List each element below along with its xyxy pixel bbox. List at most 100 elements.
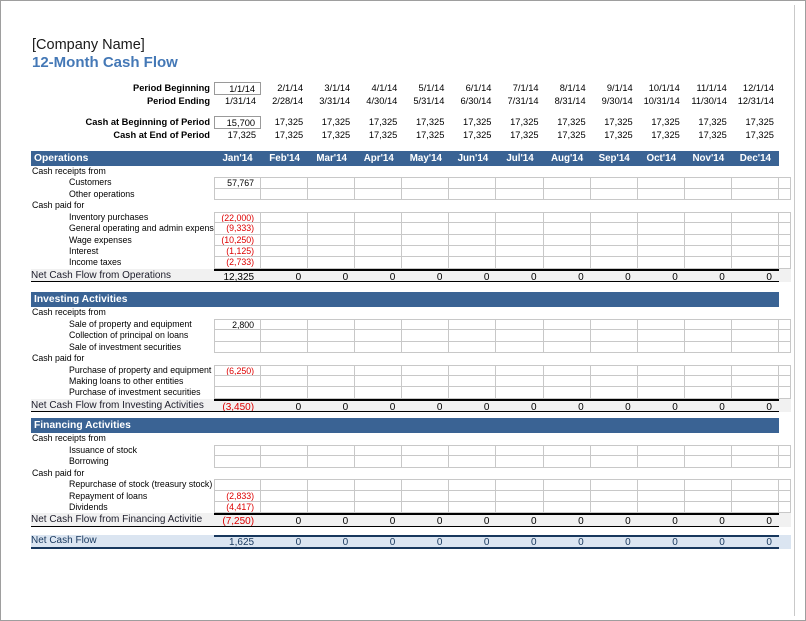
spreadsheet-cell[interactable]: 2,800 [214,318,262,331]
spreadsheet-cell[interactable] [731,375,779,388]
spreadsheet-cell[interactable] [731,257,779,269]
spreadsheet-cell[interactable] [590,341,638,354]
spreadsheet-cell[interactable] [637,330,685,342]
spreadsheet-cell[interactable] [449,375,497,388]
sliver-cell[interactable] [779,456,791,468]
spreadsheet-cell[interactable]: (10,250) [214,234,262,246]
spreadsheet-cell[interactable] [261,456,309,468]
spreadsheet-cell[interactable] [637,211,685,224]
spreadsheet-cell[interactable] [731,501,779,514]
spreadsheet-cell[interactable] [731,490,779,502]
spreadsheet-cell[interactable]: (2,833) [214,490,262,502]
spreadsheet-cell[interactable] [590,364,638,376]
spreadsheet-cell[interactable] [402,245,450,258]
spreadsheet-cell[interactable]: (9,333) [214,223,262,235]
spreadsheet-cell[interactable] [308,257,356,269]
spreadsheet-cell[interactable] [590,444,638,457]
spreadsheet-cell[interactable] [449,245,497,258]
spreadsheet-cell[interactable]: (2,733) [214,257,262,269]
spreadsheet-cell[interactable] [543,341,591,354]
spreadsheet-cell[interactable] [308,387,356,399]
spreadsheet-cell[interactable] [402,341,450,354]
sliver-cell[interactable] [779,364,791,376]
spreadsheet-cell[interactable]: (22,000) [214,211,262,224]
spreadsheet-cell[interactable] [496,330,544,342]
spreadsheet-cell[interactable] [496,318,544,331]
spreadsheet-cell[interactable] [261,223,309,235]
spreadsheet-cell[interactable] [261,177,309,189]
spreadsheet-cell[interactable] [684,245,732,258]
spreadsheet-cell[interactable] [496,490,544,502]
spreadsheet-cell[interactable] [261,188,309,201]
spreadsheet-cell[interactable] [637,444,685,457]
spreadsheet-cell[interactable] [543,211,591,224]
spreadsheet-cell[interactable] [684,375,732,388]
spreadsheet-cell[interactable] [637,188,685,201]
spreadsheet-cell[interactable] [590,501,638,514]
spreadsheet-cell[interactable] [543,223,591,235]
company-name[interactable]: [Company Name] [32,37,145,53]
spreadsheet-cell[interactable] [355,479,403,491]
spreadsheet-cell[interactable] [637,223,685,235]
spreadsheet-cell[interactable] [402,387,450,399]
spreadsheet-cell[interactable] [355,444,403,457]
sliver-cell[interactable] [779,479,791,491]
spreadsheet-cell[interactable] [308,223,356,235]
sliver-cell[interactable] [779,223,791,235]
spreadsheet-cell[interactable] [684,479,732,491]
spreadsheet-cell[interactable] [684,257,732,269]
spreadsheet-cell[interactable] [402,223,450,235]
spreadsheet-cell[interactable] [308,211,356,224]
spreadsheet-cell[interactable] [402,479,450,491]
spreadsheet-cell[interactable] [402,456,450,468]
spreadsheet-cell[interactable] [308,364,356,376]
spreadsheet-cell[interactable] [731,364,779,376]
spreadsheet-cell[interactable] [261,211,309,224]
spreadsheet-cell[interactable] [402,257,450,269]
spreadsheet-cell[interactable] [590,245,638,258]
spreadsheet-cell[interactable] [402,364,450,376]
spreadsheet-cell[interactable] [637,490,685,502]
spreadsheet-cell[interactable] [355,211,403,224]
spreadsheet-cell[interactable] [449,490,497,502]
spreadsheet-cell[interactable] [355,387,403,399]
spreadsheet-cell[interactable] [543,490,591,502]
spreadsheet-cell[interactable] [543,375,591,388]
input-cell[interactable]: 1/1/14 [214,82,262,95]
spreadsheet-cell[interactable] [543,177,591,189]
spreadsheet-cell[interactable] [543,234,591,246]
spreadsheet-cell[interactable] [637,375,685,388]
spreadsheet-cell[interactable] [261,234,309,246]
spreadsheet-cell[interactable] [355,364,403,376]
spreadsheet-cell[interactable] [684,330,732,342]
spreadsheet-cell[interactable] [308,245,356,258]
sliver-cell[interactable] [779,330,791,342]
spreadsheet-cell[interactable] [590,387,638,399]
spreadsheet-cell[interactable] [496,177,544,189]
spreadsheet-cell[interactable] [449,257,497,269]
spreadsheet-cell[interactable] [590,188,638,201]
spreadsheet-cell[interactable] [590,490,638,502]
spreadsheet-cell[interactable] [543,456,591,468]
spreadsheet-cell[interactable] [355,245,403,258]
spreadsheet-cell[interactable] [731,456,779,468]
spreadsheet-cell[interactable] [637,501,685,514]
spreadsheet-cell[interactable] [402,501,450,514]
spreadsheet-cell[interactable] [731,318,779,331]
spreadsheet-cell[interactable] [402,188,450,201]
spreadsheet-cell[interactable] [684,341,732,354]
sliver-cell[interactable] [779,245,791,258]
spreadsheet-cell[interactable] [402,177,450,189]
sliver-cell[interactable] [779,211,791,224]
spreadsheet-cell[interactable] [543,318,591,331]
spreadsheet-cell[interactable] [308,318,356,331]
spreadsheet-cell[interactable] [402,490,450,502]
spreadsheet-cell[interactable] [261,364,309,376]
spreadsheet-cell[interactable] [308,188,356,201]
sliver-cell[interactable] [779,501,791,514]
spreadsheet-cell[interactable] [684,223,732,235]
spreadsheet-cell[interactable] [684,490,732,502]
spreadsheet-cell[interactable] [684,364,732,376]
spreadsheet-cell[interactable] [449,501,497,514]
spreadsheet-cell[interactable] [214,479,262,491]
